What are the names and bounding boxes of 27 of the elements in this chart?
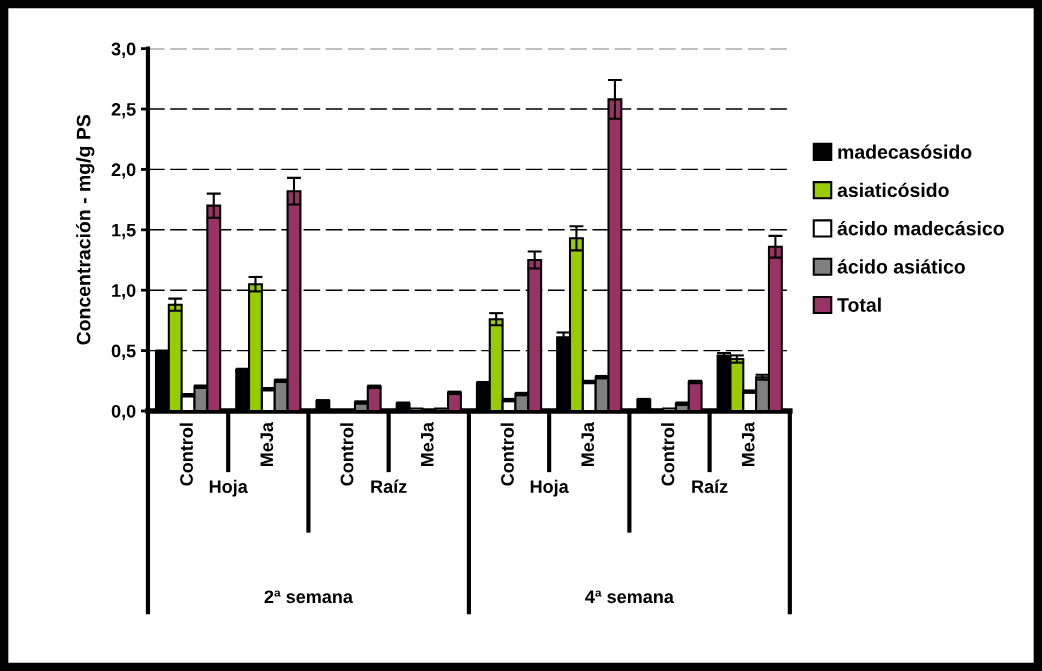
legend-label: ácido asiático: [837, 259, 965, 274]
x-tick-label: MeJa: [741, 421, 755, 467]
legend-label: ácido madecásico: [837, 220, 1004, 236]
x-tick-label: MeJa: [421, 421, 434, 467]
y-axis-title: Concentración - mg/g PS: [76, 114, 95, 345]
text: 2ª semana: [264, 590, 354, 604]
legend-label: madecasósido: [838, 144, 972, 159]
y-tick-label: 1,0: [112, 284, 136, 300]
text: Raíz: [371, 479, 407, 494]
y-tick-label: 0,0: [111, 404, 136, 421]
x-tick-label: Control: [661, 423, 675, 486]
y-tick-label: 2,0: [111, 163, 136, 179]
y-tick-label: 2,5: [111, 102, 136, 119]
x-tick-label: MeJa: [581, 421, 595, 467]
text: Hoja: [530, 479, 569, 497]
y-tick-label: 0,5: [111, 344, 136, 360]
y-tick-label: 3,0: [111, 42, 136, 58]
x-tick-label: Control: [500, 423, 514, 486]
text: Hoja: [209, 479, 248, 497]
legend-label: Total: [837, 297, 881, 312]
x-tick-label: MeJa: [260, 421, 274, 467]
x-tick-label: Control: [340, 423, 354, 486]
text: 4ª semana: [585, 590, 674, 604]
y-tick-label: 1,5: [112, 223, 136, 240]
x-tick-label: Control: [179, 423, 193, 486]
legend-label: asiaticósido: [837, 182, 949, 198]
text: Raíz: [692, 479, 728, 494]
